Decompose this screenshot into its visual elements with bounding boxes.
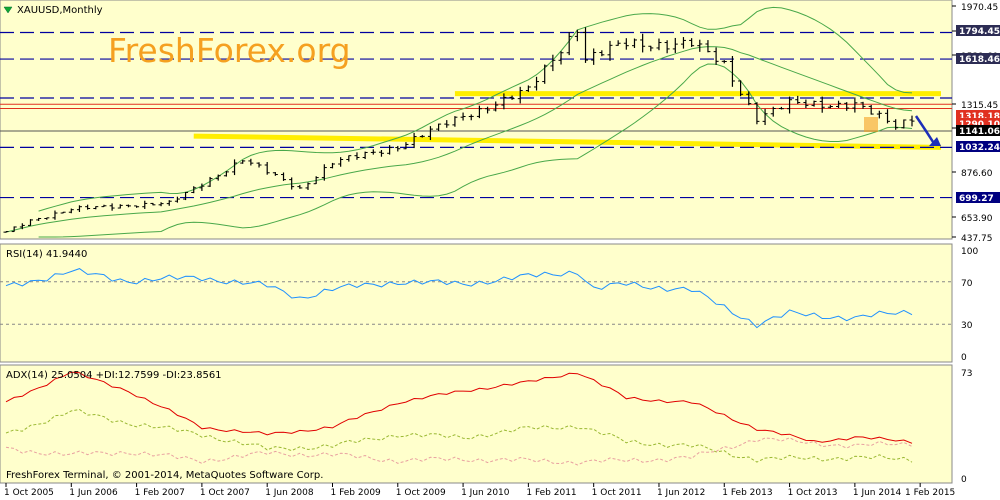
rsi-panel[interactable] (0, 243, 953, 363)
adx-panel-title: ADX(14) 25.0504 +DI:12.7599 -DI:23.8561 (6, 370, 222, 381)
bollinger-upper-line (38, 6, 913, 212)
symbol-dropdown-icon[interactable] (3, 6, 13, 14)
rsi-axis-label: 30 (961, 321, 973, 331)
price-axis-label: 653.90 (961, 214, 993, 224)
adx-line (5, 371, 913, 444)
bollinger-lower-line (38, 63, 913, 238)
rsi-axis-label: 100 (961, 247, 978, 257)
time-axis-label: 1 Oct 2005 (4, 488, 54, 498)
level-price-label: 699.27 (959, 194, 994, 204)
adx-axis-label: 0 (961, 475, 967, 485)
time-axis-label: 1 Oct 2011 (592, 488, 642, 498)
level-price-label: 1318.18 (959, 112, 1000, 122)
time-axis-label: 1 Feb 2009 (330, 488, 381, 498)
rsi-axis-label: 0 (961, 353, 967, 363)
support-highlight-box (864, 117, 878, 132)
support-band-bottom (193, 133, 942, 150)
forecast-arrow (914, 115, 937, 146)
price-axis-label: 1970.45 (961, 3, 998, 13)
price-axis-label: 1315.45 (961, 101, 998, 111)
time-axis-label: 1 Feb 2007 (135, 488, 185, 498)
level-price-tag (956, 25, 1000, 36)
adx-axis-label: 73 (961, 369, 972, 379)
adx-panel[interactable] (0, 364, 953, 484)
level-price-tag (956, 125, 1000, 136)
level-price-tag (956, 141, 1000, 152)
watermark: FreshForex.org (108, 31, 351, 70)
level-price-label: 1618.46 (959, 55, 1000, 65)
time-axis-label: 1 Jun 2006 (69, 488, 118, 498)
time-axis-label: 1 Feb 2011 (526, 488, 576, 498)
level-price-label: 1032.24 (959, 143, 1000, 153)
rsi-axis-label: 70 (961, 279, 973, 289)
rsi-panel-title: RSI(14) 41.9440 (6, 249, 87, 260)
level-price-tag (956, 53, 1000, 64)
time-axis-label: 1 Feb 2013 (722, 488, 772, 498)
copyright-footer: FreshForex Terminal, © 2001-2014, MetaQu… (6, 470, 323, 481)
level-price-label: 1141.06 (959, 127, 1000, 137)
time-axis-label: 1 Jun 2014 (853, 488, 902, 498)
di-plus-line (5, 408, 913, 463)
di-minus-line (5, 437, 913, 466)
time-axis-label: 1 Jun 2010 (461, 488, 510, 498)
main-panel[interactable] (0, 0, 953, 240)
level-price-tag (956, 192, 1000, 203)
price-axis-label: 437.75 (961, 234, 993, 244)
time-axis-label: 1 Oct 2007 (200, 488, 250, 498)
rsi-line (5, 268, 913, 329)
level-price-tag (956, 110, 1000, 121)
time-axis-label: 1 Feb 2015 (905, 488, 955, 498)
forecast-arrowhead-icon (929, 137, 941, 146)
price-axis-label: 876.60 (961, 169, 993, 179)
level-price-tag (956, 118, 1000, 129)
level-price-label: 1794.45 (959, 27, 1000, 37)
time-axis-label: 1 Oct 2013 (788, 488, 838, 498)
main-panel-title: XAUUSD,Monthly (17, 5, 103, 16)
time-axis-label: 1 Jun 2012 (657, 488, 705, 498)
time-axis-label: 1 Jun 2008 (265, 488, 314, 498)
bollinger-middle-line (5, 46, 913, 233)
time-axis-label: 1 Oct 2009 (396, 488, 446, 498)
